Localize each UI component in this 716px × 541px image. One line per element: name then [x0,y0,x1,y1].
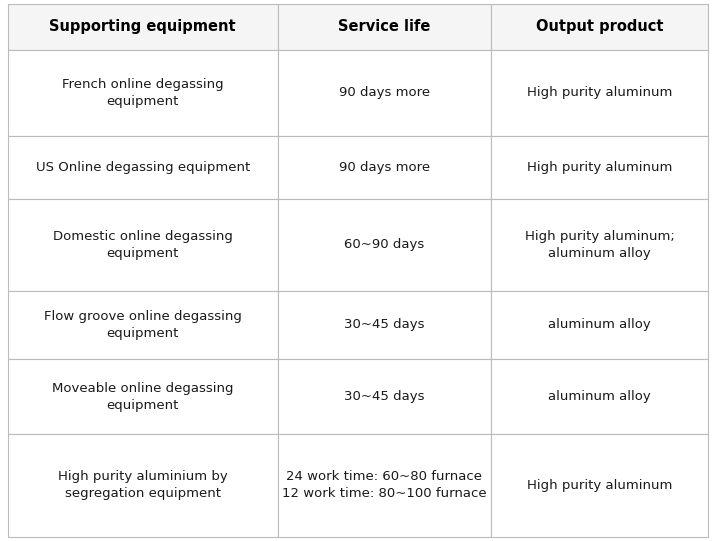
Text: L·T Graphite: L·T Graphite [329,219,440,237]
Bar [8,291,278,359]
Bar [8,136,278,199]
Bar [278,50,491,136]
Bar [278,136,491,199]
Text: Domestic online degassing
equipment: Domestic online degassing equipment [53,230,233,260]
Text: L·T Graphite: L·T Graphite [20,374,131,392]
Bar [8,199,278,291]
Text: L·T Gra: L·T Gra [593,219,658,237]
Bar [491,50,708,136]
Text: High purity aluminum: High purity aluminum [527,479,672,492]
Text: High purity aluminium by
segregation equipment: High purity aluminium by segregation equ… [58,471,228,500]
Bar [491,199,708,291]
Text: 90 days more: 90 days more [339,87,430,100]
Text: L·T Gra: L·T Gra [589,18,654,36]
Text: 24 work time: 60~80 furnace
12 work time: 80~100 furnace: 24 work time: 60~80 furnace 12 work time… [282,471,487,500]
Bar [491,4,708,50]
Text: L·T Graphite: L·T Graphite [329,374,440,392]
Text: L·T Gra: L·T Gra [593,68,658,87]
Text: aluminum alloy: aluminum alloy [548,390,651,403]
Text: Flow groove online degassing
equipment: Flow groove online degassing equipment [44,310,242,340]
Bar [278,434,491,537]
Text: L·T Graphite: L·T Graphite [329,162,440,180]
Text: L·T Graphite: L·T Graphite [20,219,131,237]
Text: L·T Graphite: L·T Graphite [47,18,158,36]
Bar [8,4,278,50]
Text: L·T Gra: L·T Gra [593,374,658,392]
Text: L·T Graphite: L·T Graphite [329,18,440,36]
Text: L·T Gra: L·T Gra [593,162,658,180]
Text: Moveable online degassing
equipment: Moveable online degassing equipment [52,381,233,412]
Text: High purity aluminum: High purity aluminum [527,161,672,174]
Text: 90 days more: 90 days more [339,161,430,174]
Bar [278,291,491,359]
Text: Output product: Output product [536,19,663,35]
Bar [8,359,278,434]
Bar [491,434,708,537]
Text: 30~45 days: 30~45 days [344,319,425,332]
Text: US Online degassing equipment: US Online degassing equipment [36,161,250,174]
Text: Service life: Service life [338,19,430,35]
Bar [8,50,278,136]
Bar [278,4,491,50]
Text: 30~45 days: 30~45 days [344,390,425,403]
Text: 60~90 days: 60~90 days [344,238,425,251]
Bar [491,359,708,434]
Text: L·T Graphite: L·T Graphite [20,481,131,499]
Text: Supporting equipment: Supporting equipment [49,19,236,35]
Text: L·T Graphite: L·T Graphite [20,162,131,180]
Text: L·T Gra: L·T Gra [593,319,658,338]
Text: L·T Graphite: L·T Graphite [329,319,440,338]
Text: High purity aluminum: High purity aluminum [527,87,672,100]
Text: L·T Graphite: L·T Graphite [20,68,131,87]
Bar [491,291,708,359]
Bar [278,199,491,291]
Text: L·T Graphite: L·T Graphite [329,68,440,87]
Text: High purity aluminum;
aluminum alloy: High purity aluminum; aluminum alloy [525,230,674,260]
Bar [8,434,278,537]
Text: L·T Gra: L·T Gra [593,481,658,499]
Bar [491,136,708,199]
Bar [278,359,491,434]
Text: L·T Graphite: L·T Graphite [20,319,131,338]
Text: aluminum alloy: aluminum alloy [548,319,651,332]
Text: L·T Graphite: L·T Graphite [329,481,440,499]
Text: French online degassing
equipment: French online degassing equipment [62,78,223,108]
